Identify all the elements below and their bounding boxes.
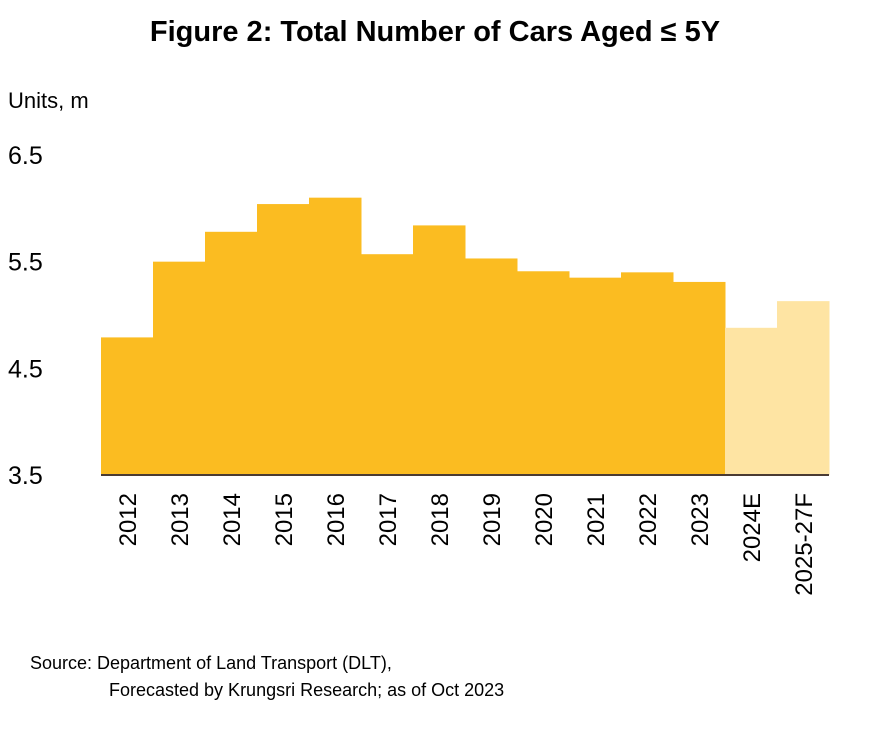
- bar-2023: [673, 281, 726, 475]
- bar-2014: [205, 231, 258, 475]
- x-tick-label: 2023: [687, 493, 714, 546]
- bar-2012: [101, 337, 154, 475]
- bar-2019: [465, 258, 518, 475]
- y-axis-unit-label: Units, m: [8, 88, 89, 113]
- y-tick-label: 6.5: [8, 142, 43, 170]
- bar-2024E: [725, 327, 778, 475]
- x-tick-label: 2013: [167, 493, 194, 546]
- x-tick-label: 2018: [427, 493, 454, 546]
- y-tick-label: 4.5: [8, 355, 43, 383]
- bar-2015: [257, 204, 310, 476]
- x-tick-label: 2020: [531, 493, 558, 546]
- x-axis-ticks: 2012 2013 2014 2015 2016 2017 2018 2019 2020 2021…: [115, 493, 818, 596]
- bar-chart: 6.55.54.53.5 2012 2013 2014 2015 2016 2017 201…: [8, 142, 830, 596]
- x-tick-label: 2014: [219, 493, 246, 546]
- bar-2020: [517, 271, 570, 475]
- x-tick-label: 2015: [271, 493, 298, 546]
- chart-title: Figure 2: Total Number of Cars Aged ≤ 5Y: [149, 16, 721, 48]
- y-tick-label: 5.5: [8, 249, 43, 277]
- bar-2021: [569, 277, 622, 475]
- x-tick-label: 2022: [635, 493, 662, 546]
- bar-2013: [153, 261, 206, 475]
- bar-2018: [413, 225, 466, 475]
- x-tick-label: 2025-27F: [791, 493, 818, 596]
- bar-2025-27F: [777, 301, 830, 475]
- x-tick-label: 2016: [323, 493, 350, 546]
- y-tick-label: 3.5: [8, 462, 43, 490]
- x-tick-label: 2021: [583, 493, 610, 546]
- x-tick-label: 2024E: [739, 493, 766, 562]
- bar-2016: [309, 197, 362, 475]
- source-note: Source: Department of Land Transport (DL…: [30, 650, 504, 704]
- source-line-2: Forecasted by Krungsri Research; as of O…: [109, 680, 505, 700]
- y-axis-ticks: 6.5 5.5 4.5 3.5: [8, 142, 43, 490]
- bars-group: [101, 197, 830, 476]
- bar-2022: [621, 272, 674, 475]
- x-tick-label: 2012: [115, 493, 142, 546]
- bar-2017: [361, 254, 414, 475]
- x-tick-label: 2019: [479, 493, 506, 546]
- source-line-1: Source: Department of Land Transport (DL…: [30, 653, 392, 673]
- x-tick-label: 2017: [375, 493, 402, 546]
